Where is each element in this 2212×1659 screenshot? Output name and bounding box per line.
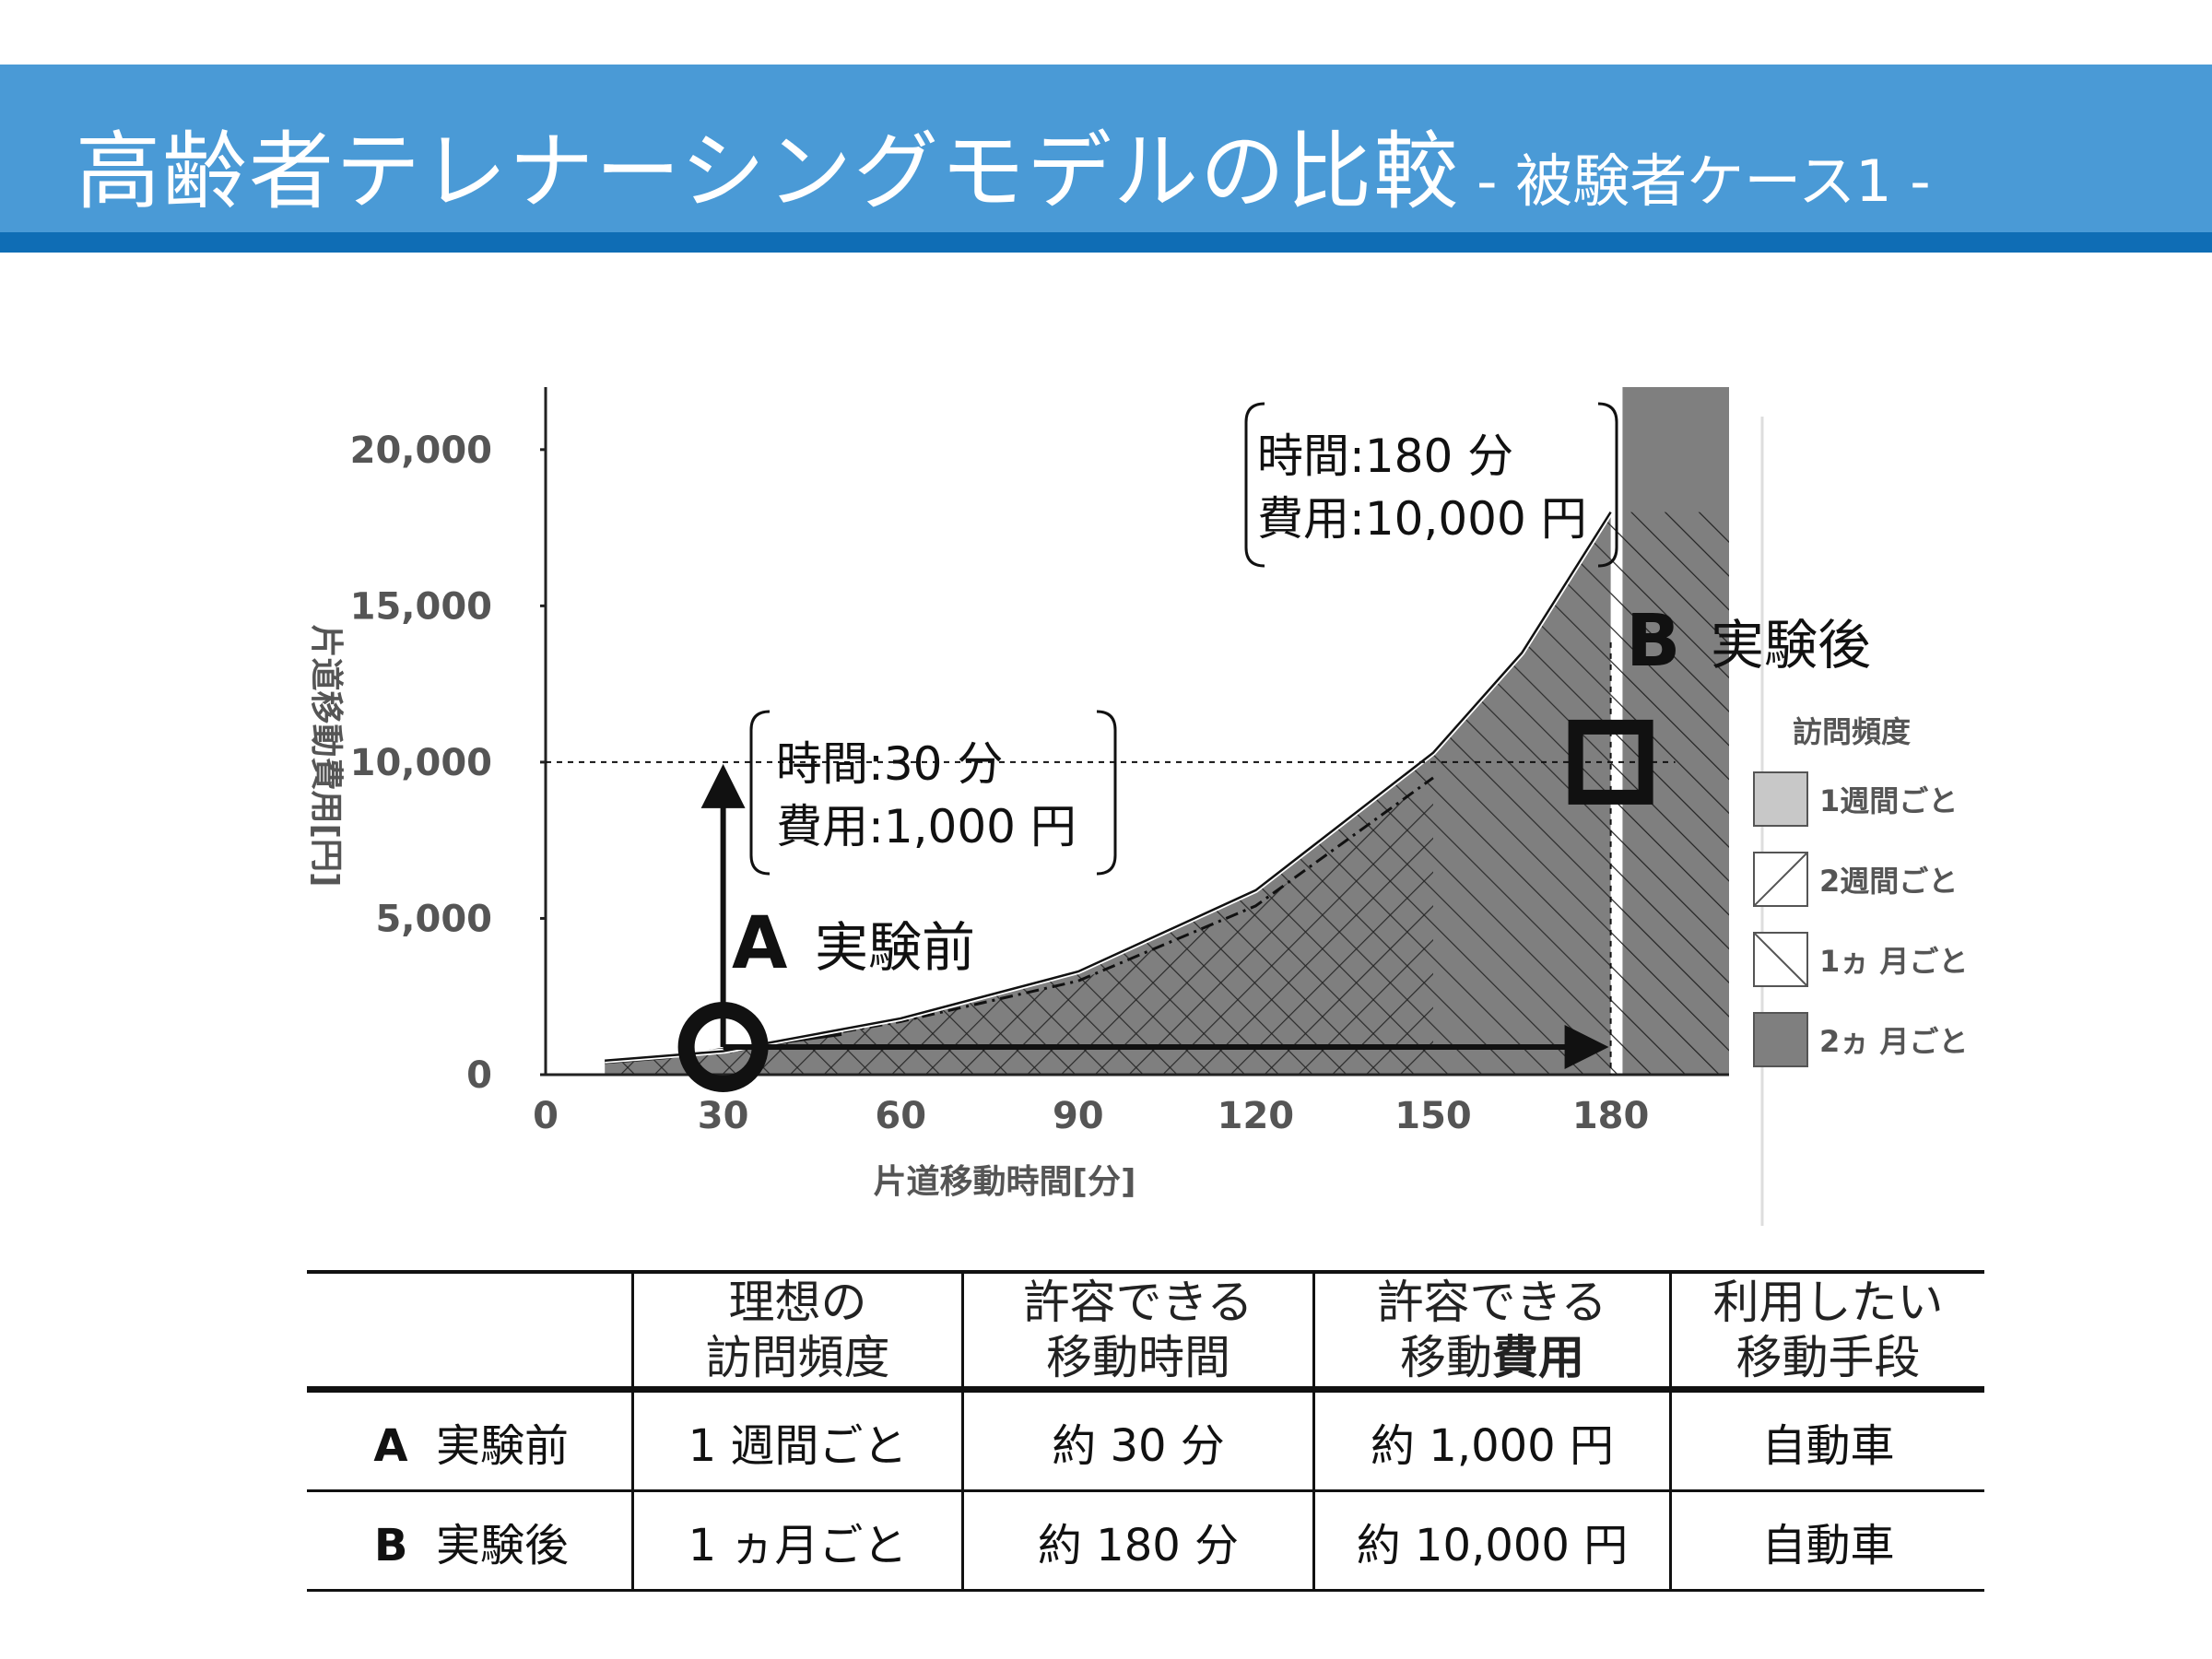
legend-swatch-2month bbox=[1753, 1012, 1808, 1067]
point-a-caption: 実験前 bbox=[815, 916, 975, 979]
legend-label-2month: 2ヵ 月ごと bbox=[1819, 1024, 1968, 1059]
legend-title: 訪問頻度 bbox=[1793, 714, 1911, 749]
table-header-frequency: 理想の 訪問頻度 bbox=[631, 1270, 963, 1393]
chart: 0 5,000 10,000 15,000 20,000 0 30 60 90 120 150 18… bbox=[307, 387, 1968, 1226]
title-banner bbox=[0, 65, 2212, 253]
header-frequency-line2: 訪問頻度 bbox=[705, 1331, 890, 1384]
row-b-frequency: 1 ヵ月ごと bbox=[631, 1490, 963, 1592]
annotation-a-cost: 費用:1,000 円 bbox=[776, 800, 1077, 853]
annotation-b-time: 時間:180 分 bbox=[1257, 429, 1513, 483]
table-row: B 実験後 1 ヵ月ごと 約 180 分 約 10,000 円 自動車 bbox=[307, 1490, 1984, 1592]
x-tick-label: 30 bbox=[698, 1095, 749, 1137]
annotation-b-cost: 費用:10,000 円 bbox=[1257, 492, 1587, 546]
legend-swatch-1week bbox=[1753, 771, 1808, 827]
y-tick-label: 20,000 bbox=[350, 429, 492, 472]
header-cost-line1: 許容できる bbox=[1377, 1276, 1607, 1329]
y-tick-group: 0 5,000 10,000 15,000 20,000 bbox=[350, 429, 546, 1097]
legend-item-2week: 2週間ごと bbox=[1753, 852, 1958, 907]
legend-label-2week: 2週間ごと bbox=[1819, 864, 1958, 899]
table-row: A 実験前 1 週間ごと 約 30 分 約 1,000 円 自動車 bbox=[307, 1389, 1984, 1492]
point-b-letter: B bbox=[1626, 600, 1680, 683]
legend-item-2month: 2ヵ 月ごと bbox=[1753, 1012, 1968, 1067]
x-tick-label: 60 bbox=[875, 1095, 926, 1137]
y-tick-label: 5,000 bbox=[375, 898, 492, 940]
row-a-mode: 自動車 bbox=[1669, 1389, 1984, 1492]
legend-item-1week: 1週間ごと bbox=[1753, 771, 1958, 827]
annotation-b: 時間:180 分 費用:10,000 円 bbox=[1244, 402, 1618, 568]
page-title-main: 高齢者テレナーシングモデルの比較 bbox=[76, 123, 1461, 221]
legend-swatch-1month-hatch bbox=[1753, 932, 1808, 987]
y-axis-label: 片道移動費用[円] bbox=[307, 625, 345, 888]
header-cost-line2-pre: 移動 bbox=[1400, 1331, 1492, 1384]
legend-swatch-2week-hatch bbox=[1753, 852, 1808, 907]
x-tick-label: 0 bbox=[533, 1095, 559, 1137]
row-a-cost: 約 1,000 円 bbox=[1312, 1389, 1671, 1492]
header-mode-line1: 利用したい bbox=[1712, 1276, 1944, 1329]
title-underline bbox=[0, 232, 2212, 253]
table-header-blank bbox=[307, 1270, 633, 1393]
header-time-line1: 許容できる bbox=[1023, 1276, 1253, 1329]
y-tick-label: 15,000 bbox=[350, 585, 492, 628]
row-a-frequency: 1 週間ごと bbox=[631, 1389, 963, 1492]
x-tick-label: 180 bbox=[1572, 1095, 1650, 1137]
point-marker-b bbox=[1568, 719, 1653, 805]
legend-item-1month: 1ヵ 月ごと bbox=[1753, 932, 1968, 987]
point-a-letter: A bbox=[732, 902, 787, 985]
table-header-time: 許容できる 移動時間 bbox=[961, 1270, 1314, 1393]
row-b-mode: 自動車 bbox=[1669, 1490, 1984, 1592]
table-header-row: 理想の 訪問頻度 許容できる 移動時間 許容できる 移動費用 利用したい 移動手… bbox=[307, 1270, 1984, 1393]
comparison-table: 理想の 訪問頻度 許容できる 移動時間 許容できる 移動費用 利用したい 移動手… bbox=[307, 1270, 1984, 1592]
hatch-right-region bbox=[1610, 512, 1729, 1075]
row-b-letter: B bbox=[373, 1519, 408, 1571]
y-tick-label: 10,000 bbox=[350, 742, 492, 784]
annotation-a-time: 時間:30 分 bbox=[776, 737, 1003, 791]
x-tick-label: 150 bbox=[1394, 1095, 1472, 1137]
x-tick-group: 0 30 60 90 120 150 180 bbox=[533, 1095, 1649, 1137]
x-tick-label: 120 bbox=[1218, 1095, 1295, 1137]
page-title-sub: - 被験者ケース1 - bbox=[1477, 147, 1931, 215]
page-title: 高齢者テレナーシングモデルの比較 - 被験者ケース1 - bbox=[76, 103, 1931, 226]
row-a-label: A 実験前 bbox=[307, 1389, 633, 1492]
row-b-time: 約 180 分 bbox=[961, 1490, 1314, 1592]
point-b-caption: 実験後 bbox=[1711, 614, 1871, 677]
header-mode-line2: 移動手段 bbox=[1735, 1331, 1921, 1384]
x-axis-label: 片道移動時間[分] bbox=[874, 1163, 1136, 1201]
header-cost-line2-bold: 費用 bbox=[1492, 1331, 1584, 1384]
point-marker-a bbox=[677, 1002, 769, 1092]
row-b-label: B 実験後 bbox=[307, 1490, 633, 1592]
row-a-text: 実験前 bbox=[435, 1419, 569, 1472]
row-a-time: 約 30 分 bbox=[961, 1389, 1314, 1492]
header-frequency-line1: 理想の bbox=[728, 1276, 867, 1329]
row-a-letter: A bbox=[373, 1419, 408, 1472]
table-header-cost: 許容できる 移動費用 bbox=[1312, 1270, 1671, 1393]
x-tick-label: 90 bbox=[1053, 1095, 1104, 1137]
row-b-text: 実験後 bbox=[435, 1519, 569, 1571]
annotation-a: 時間:30 分 費用:1,000 円 bbox=[749, 710, 1117, 876]
table-header-mode: 利用したい 移動手段 bbox=[1669, 1270, 1984, 1393]
legend-label-1week: 1週間ごと bbox=[1819, 783, 1958, 818]
hatch-2week bbox=[605, 777, 1433, 1075]
header-time-line2: 移動時間 bbox=[1046, 1331, 1230, 1384]
y-tick-label: 0 bbox=[466, 1054, 492, 1097]
legend-label-1month: 1ヵ 月ごと bbox=[1819, 944, 1968, 979]
row-b-cost: 約 10,000 円 bbox=[1312, 1490, 1671, 1592]
